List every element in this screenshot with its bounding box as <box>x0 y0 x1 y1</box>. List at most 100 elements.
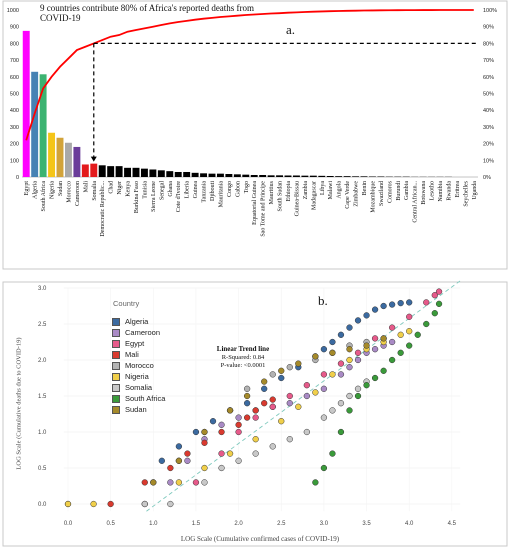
x-tick-label: Guinea-Bissau <box>294 181 300 216</box>
data-point <box>175 479 183 486</box>
data-point <box>141 500 148 508</box>
trend-annotation: Linear Trend line R-Squared: 0.84 P-valu… <box>198 345 288 370</box>
data-point <box>218 450 225 457</box>
legend-swatch <box>112 361 120 370</box>
data-point <box>431 310 438 317</box>
x-tick-label: Mali <box>83 181 89 193</box>
data-point <box>406 299 413 306</box>
bar <box>233 174 241 177</box>
data-point <box>252 407 259 414</box>
legend-swatch <box>112 405 120 414</box>
data-point <box>90 500 97 508</box>
data-point <box>209 418 217 425</box>
x-tick-label: Botswana <box>421 181 427 205</box>
x-tick-label: Cape Verde <box>345 181 351 209</box>
panel-b-label: b. <box>318 293 328 308</box>
data-point <box>346 346 353 353</box>
data-point <box>295 360 302 367</box>
y2-tick-label: 30% <box>483 125 494 131</box>
y-tick-label: 200 <box>10 142 19 148</box>
legend-swatch <box>112 383 120 392</box>
data-point <box>243 392 251 400</box>
trend-p-value: P-value: <0.0001 <box>220 362 266 369</box>
y2-tick-label: 0% <box>483 175 491 181</box>
x-tick-label: Mauritius <box>269 180 275 204</box>
data-point <box>269 371 276 378</box>
data-point <box>141 500 148 508</box>
data-point <box>261 385 268 392</box>
bar <box>326 175 334 177</box>
y2-tick-label: 90% <box>483 25 494 31</box>
data-point <box>388 301 396 308</box>
x-tick-label: 1.0 <box>149 521 158 527</box>
data-point <box>363 346 370 353</box>
data-point <box>388 338 396 346</box>
data-point <box>167 479 174 486</box>
data-point <box>354 349 362 356</box>
y-tick-label: 500 <box>10 92 19 98</box>
x-tick-label: Equatorial Guinea <box>252 181 258 225</box>
data-point <box>150 479 157 486</box>
bar <box>259 174 267 177</box>
x-tick-label: 4.5 <box>448 521 457 527</box>
x-tick-label: Gabon <box>235 181 241 197</box>
data-point <box>252 414 259 421</box>
bar <box>292 175 300 177</box>
y-tick-label: 0.5 <box>38 466 47 472</box>
data-point <box>226 407 234 414</box>
data-point <box>354 356 362 364</box>
data-point <box>406 342 413 349</box>
x-tick-label: Gambia <box>404 181 410 200</box>
data-point <box>269 396 276 403</box>
legend-label: Somalia <box>125 383 153 392</box>
x-tick-label: 0.5 <box>106 521 115 527</box>
data-point <box>329 349 336 356</box>
trend-r-squared: R-Squared: 0.84 <box>221 354 265 361</box>
y-tick-label: 100 <box>10 158 19 164</box>
y-tick-label: 700 <box>10 58 19 64</box>
bar <box>31 71 39 177</box>
x-tick-label: 1.5 <box>192 521 201 527</box>
y2-tick-label: 10% <box>483 158 494 164</box>
bar <box>48 132 56 177</box>
data-point <box>243 414 251 421</box>
panel-b-border <box>2 281 508 547</box>
legend-label: Sudan <box>125 405 147 414</box>
legend-label: South Africa <box>125 394 166 403</box>
legend-label: Mali <box>125 350 139 359</box>
data-point <box>363 342 370 349</box>
data-point <box>201 439 208 446</box>
x-tick-label: Niger <box>117 181 123 195</box>
bar <box>377 176 385 177</box>
data-point <box>354 317 362 324</box>
bar <box>335 176 343 177</box>
bar <box>124 167 132 177</box>
scatter-y-axis-label: LOG Scale (Cumulative deaths due to COVI… <box>15 337 23 470</box>
x-tick-label: Lesotho <box>430 181 436 200</box>
bar <box>200 173 208 177</box>
data-point <box>337 360 345 367</box>
x-tick-label: 4.0 <box>405 521 414 527</box>
data-point <box>346 392 353 400</box>
y-tick-label: 1.0 <box>38 430 47 436</box>
data-point <box>261 400 268 407</box>
x-tick-label: Comoros <box>387 180 393 203</box>
legend-label: Morocco <box>125 361 154 370</box>
data-point <box>329 338 336 346</box>
data-point <box>397 331 404 338</box>
data-point <box>363 349 370 356</box>
x-tick-label: Togo <box>244 181 250 193</box>
data-point <box>175 443 183 450</box>
data-point <box>320 414 328 421</box>
y2-tick-label: 100% <box>483 8 497 14</box>
bar <box>360 176 368 177</box>
x-tick-label: Sudan <box>58 181 64 196</box>
chart-a-title: 9 countries contribute 80% of Africa's r… <box>40 3 255 23</box>
legend-item: Sudan <box>100 404 178 415</box>
y-tick-label: 400 <box>10 108 19 114</box>
data-point <box>64 500 72 508</box>
x-tick-label: 0.0 <box>64 521 73 527</box>
data-point <box>218 428 225 436</box>
x-tick-label: Congo <box>227 181 233 197</box>
